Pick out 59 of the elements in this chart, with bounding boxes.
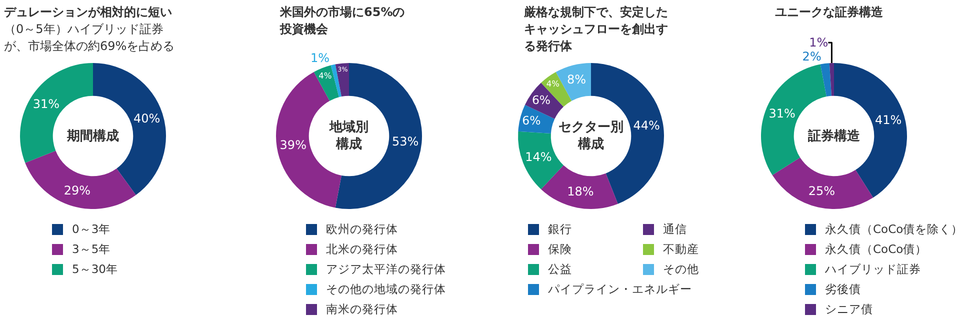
chart-subtitle: （0～5年）ハイブリッド証券が、市場全体の約69%を占める [4,22,175,53]
donut-slice [820,63,832,97]
chart-title: 厳格な規制下で、安定したキャッシュフローを創出する発行体 [524,5,668,53]
data-label: 2% [802,50,822,64]
data-label: 1% [809,36,828,50]
donut-slice [541,165,618,209]
legend-label: 不動産 [663,242,699,257]
donut-slice [772,158,874,209]
chart-title: デュレーションが相対的に短い [4,5,172,19]
text: 証券構造 [806,128,861,144]
legend-label: 保険 [548,242,572,257]
legend-label: 欧州の発行体 [326,222,398,237]
data-label: 6% [532,92,551,107]
legend-label: 3～5年 [72,242,111,257]
data-label: 40% [133,112,160,126]
donut-slice [834,63,907,198]
legend-label: その他 [663,262,699,277]
donut-slice [335,63,349,97]
data-label: 18% [567,184,594,199]
legend-label: ハイブリッド証券 [825,262,921,277]
donut-slice [314,65,340,101]
donut-slice [25,150,136,209]
data-label: 44% [633,118,660,132]
legend-label: 0～3年 [72,222,111,237]
legend-label: パイプライン・エネルギー [548,282,692,297]
text: セクター別構成 [558,119,624,153]
donut-slice [93,63,166,196]
data-label: 29% [64,183,91,198]
legend-label: その他の地域の発行体 [326,282,446,297]
legend-label: 劣後債 [825,282,861,297]
data-label: 4% [318,70,332,80]
text: 期間構成 [66,128,120,144]
legend-label: シニア債 [825,302,873,317]
chart-title: 米国外の市場に65%の投資機会 [280,5,405,36]
legend-label: 永久債（CoCo債を除く） [825,222,964,237]
data-label: 1% [310,51,330,66]
data-label: 39% [280,138,306,152]
data-label: 41% [874,113,902,128]
data-label: 31% [768,106,796,121]
data-label: 8% [566,72,586,86]
data-label: 6% [522,114,541,128]
donut-slice [829,63,834,96]
data-label: 31% [32,97,60,112]
data-label: 14% [525,150,552,164]
chart-title: ユニークな証券構造 [775,5,883,19]
legend-label: 5～30年 [72,262,118,277]
donut-slice [518,131,564,190]
legend-label: 銀行 [548,222,572,237]
legend-label: アジア太平洋の発行体 [326,262,446,277]
text: 地域別構成 [328,119,370,153]
data-label: 25% [808,184,835,198]
data-label: 4% [546,78,560,88]
legend-label: 公益 [548,262,572,277]
legend-label: 北米の発行体 [326,242,398,257]
legend-label: 永久債（CoCo債） [825,242,928,257]
donut-slice [20,63,93,163]
legend-label: 南米の発行体 [326,302,398,317]
data-label: 53% [392,134,419,148]
legend-label: 通信 [663,222,687,237]
